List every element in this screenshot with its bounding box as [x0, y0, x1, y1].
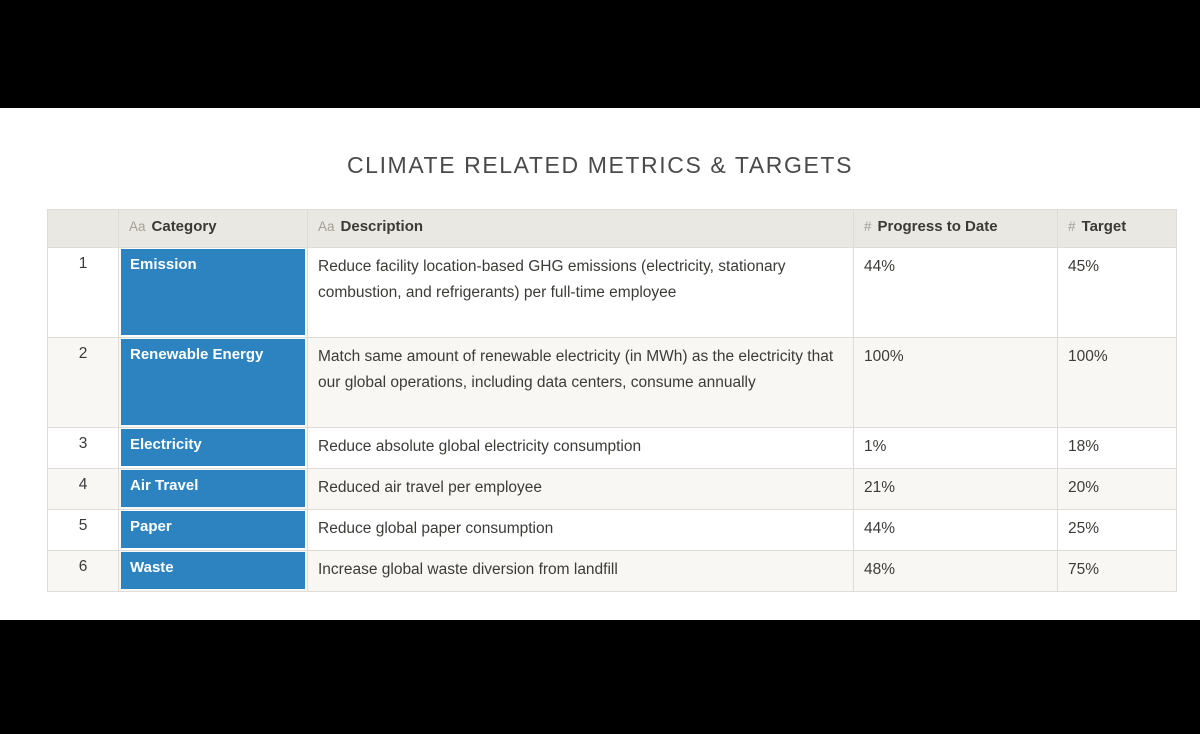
category-value-chip: Emission: [121, 249, 305, 335]
table-body: 1 Emission Reduce facility location-base…: [47, 247, 1177, 592]
category-cell[interactable]: Emission: [118, 247, 308, 338]
column-header-description[interactable]: Aa Description: [307, 209, 854, 248]
row-number: 2: [47, 337, 119, 428]
metrics-table-container: Aa Category Aa Description # Progress to Da…: [47, 209, 1200, 592]
page-title: CLIMATE RELATED METRICS & TARGETS: [346, 152, 854, 178]
progress-cell[interactable]: 44%: [853, 509, 1058, 551]
text-type-icon: Aa: [129, 219, 146, 234]
target-cell[interactable]: 25%: [1057, 509, 1177, 551]
target-cell[interactable]: 100%: [1057, 337, 1177, 428]
table-row: 2 Renewable Energy Match same amount of …: [47, 337, 1177, 428]
target-cell[interactable]: 75%: [1057, 550, 1177, 592]
description-cell[interactable]: Reduce facility location-based GHG emiss…: [307, 247, 854, 338]
column-header-label: Category: [151, 218, 217, 235]
category-cell[interactable]: Electricity: [118, 427, 308, 469]
row-number: 6: [47, 550, 119, 592]
column-header-label: Target: [1081, 218, 1127, 235]
number-type-icon: #: [1068, 219, 1076, 234]
row-number: 5: [47, 509, 119, 551]
row-number-header: [47, 209, 119, 248]
number-type-icon: #: [864, 219, 872, 234]
progress-cell[interactable]: 48%: [853, 550, 1058, 592]
row-number: 4: [47, 468, 119, 510]
target-cell[interactable]: 20%: [1057, 468, 1177, 510]
category-cell[interactable]: Renewable Energy: [118, 337, 308, 428]
category-cell[interactable]: Waste: [118, 550, 308, 592]
column-header-category[interactable]: Aa Category: [118, 209, 308, 248]
description-cell[interactable]: Increase global waste diversion from lan…: [307, 550, 854, 592]
column-header-label: Description: [340, 218, 424, 235]
category-value-chip: Paper: [121, 511, 305, 548]
category-label: Paper: [130, 518, 172, 535]
row-number: 1: [47, 247, 119, 338]
text-type-icon: Aa: [318, 219, 335, 234]
target-cell[interactable]: 45%: [1057, 247, 1177, 338]
category-cell[interactable]: Paper: [118, 509, 308, 551]
category-label: Emission: [130, 256, 197, 273]
progress-cell[interactable]: 21%: [853, 468, 1058, 510]
category-label: Waste: [130, 559, 174, 576]
top-letterbox: [0, 0, 1200, 108]
table-row: 3 Electricity Reduce absolute global ele…: [47, 427, 1177, 469]
description-cell[interactable]: Reduced air travel per employee: [307, 468, 854, 510]
category-label: Renewable Energy: [130, 346, 264, 363]
category-label: Air Travel: [130, 477, 199, 494]
table-row: 1 Emission Reduce facility location-base…: [47, 247, 1177, 338]
metrics-table: Aa Category Aa Description # Progress to Da…: [47, 209, 1177, 592]
category-value-chip: Waste: [121, 552, 305, 589]
table-row: 5 Paper Reduce global paper consumption …: [47, 509, 1177, 551]
description-cell[interactable]: Reduce global paper consumption: [307, 509, 854, 551]
description-cell[interactable]: Match same amount of renewable electrici…: [307, 337, 854, 428]
header-row: Aa Category Aa Description # Progress to Da…: [47, 209, 1177, 248]
category-value-chip: Electricity: [121, 429, 305, 466]
progress-cell[interactable]: 1%: [853, 427, 1058, 469]
bottom-letterbox: [0, 620, 1200, 734]
column-header-target[interactable]: # Target: [1057, 209, 1177, 248]
category-value-chip: Air Travel: [121, 470, 305, 507]
target-cell[interactable]: 18%: [1057, 427, 1177, 469]
progress-cell[interactable]: 44%: [853, 247, 1058, 338]
progress-cell[interactable]: 100%: [853, 337, 1058, 428]
category-label: Electricity: [130, 436, 202, 453]
table-row: 6 Waste Increase global waste diversion …: [47, 550, 1177, 592]
row-number: 3: [47, 427, 119, 469]
table-row: 4 Air Travel Reduced air travel per empl…: [47, 468, 1177, 510]
column-header-progress-to-date[interactable]: # Progress to Date: [853, 209, 1058, 248]
document-canvas: CLIMATE RELATED METRICS & TARGETS Aa Cate…: [0, 108, 1200, 620]
description-cell[interactable]: Reduce absolute global electricity consu…: [307, 427, 854, 469]
column-header-label: Progress to Date: [877, 218, 998, 235]
category-cell[interactable]: Air Travel: [118, 468, 308, 510]
category-value-chip: Renewable Energy: [121, 339, 305, 425]
